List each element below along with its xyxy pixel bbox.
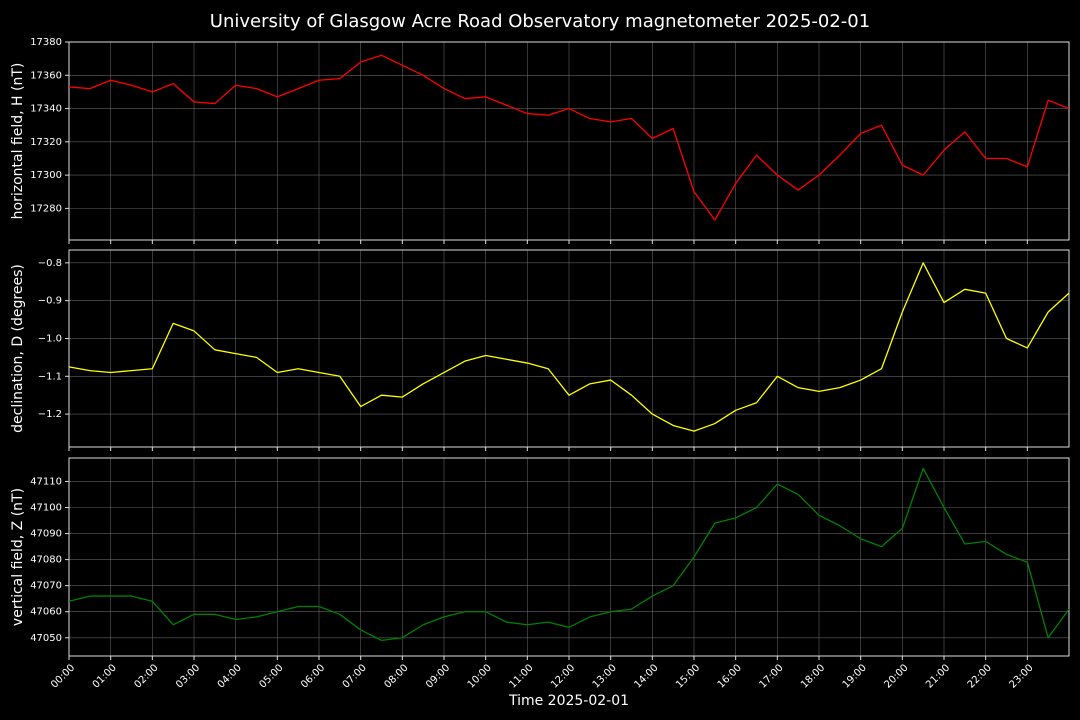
figure-title: University of Glasgow Acre Road Observat… [210,11,870,32]
y-tick-label: −0.9 [38,296,62,307]
y-tick-label: 17340 [30,104,62,115]
plot-frame [68,457,1070,657]
y-tick-label: −1.1 [38,371,62,382]
data-line [68,467,1070,642]
y-tick-label: 47110 [30,476,62,487]
y-tick-label: −0.8 [38,258,62,269]
y-tick-label: 17360 [30,70,62,81]
y-tick-label: 17300 [30,170,62,181]
data-line [68,54,1070,221]
y-axis-label: vertical field, Z (nT) [10,488,26,626]
data-line [68,262,1070,432]
y-tick-label: 47060 [30,607,62,618]
y-tick-label: 17380 [30,37,62,48]
y-tick-label: −1.2 [38,409,62,420]
y-axis-label: horizontal field, H (nT) [10,63,26,220]
plot-frame [68,249,1070,448]
y-axis-label: declination, D (degrees) [10,264,26,433]
y-tick-label: 47100 [30,503,62,514]
y-tick-label: 47070 [30,581,62,592]
x-axis-label: Time 2025-02-01 [508,693,629,709]
y-tick-label: −1.0 [38,333,62,344]
y-tick-label: 17280 [30,203,62,214]
plot-frame [68,41,1070,241]
y-tick-label: 17320 [30,137,62,148]
y-tick-label: 47090 [30,529,62,540]
y-tick-label: 47050 [30,633,62,644]
y-tick-label: 47080 [30,555,62,566]
